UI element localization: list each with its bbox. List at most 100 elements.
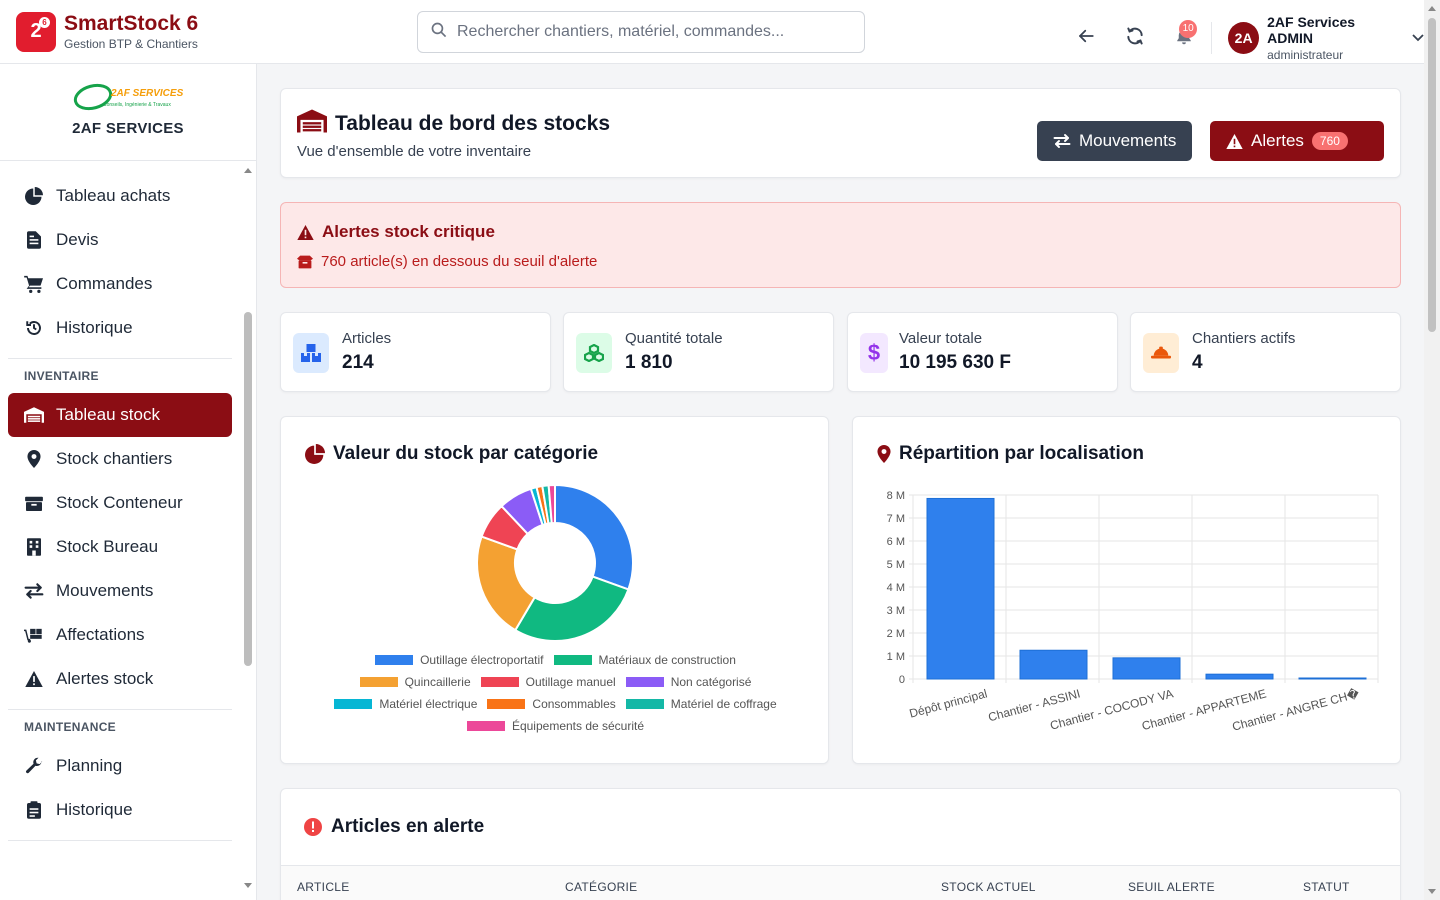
- scroll-up-arrow[interactable]: [1428, 6, 1436, 11]
- scroll-down-arrow[interactable]: [244, 883, 252, 888]
- sidebar-scrollbar[interactable]: [241, 164, 256, 900]
- cart-icon: [24, 274, 44, 294]
- page-scroll-thumb[interactable]: [1428, 18, 1436, 332]
- legend-swatch: [359, 677, 398, 687]
- scroll-up-arrow[interactable]: [244, 168, 252, 173]
- column-header-categorie[interactable]: CATÉGORIE: [565, 880, 638, 894]
- sidebar-item-label: Stock Conteneur: [56, 493, 183, 512]
- scroll-down-arrow[interactable]: [1428, 889, 1436, 894]
- bar[interactable]: [1205, 673, 1274, 680]
- brand[interactable]: 2 6 SmartStock 6 Gestion BTP & Chantiers: [0, 11, 400, 52]
- legend-label: Matériel électrique: [379, 697, 478, 711]
- sidebar-nav: Tableau achats Devis Commandes Historiqu…: [0, 161, 256, 841]
- back-button[interactable]: [1068, 20, 1103, 56]
- user-menu[interactable]: 2A 2AF Services ADMIN administrateur: [1228, 14, 1424, 62]
- sidebar-item-planning[interactable]: Planning: [8, 744, 232, 788]
- sidebar-scroll-thumb[interactable]: [244, 312, 252, 666]
- page-subtitle: Vue d'ensemble de votre inventaire: [297, 143, 532, 160]
- y-tick-label: 4 M: [887, 582, 905, 594]
- arrow-left-icon: [1076, 27, 1096, 50]
- x-tick-label: Dépôt principal: [908, 686, 989, 720]
- sidebar-item-historique-maintenance[interactable]: Historique: [8, 788, 232, 832]
- bar[interactable]: [926, 497, 995, 680]
- app-name: SmartStock 6: [64, 12, 199, 35]
- building-icon: [24, 537, 44, 557]
- sidebar-item-label: Tableau achats: [56, 186, 171, 205]
- notification-badge: 10: [1179, 20, 1198, 38]
- legend-row: Équipements de sécurité: [281, 715, 830, 737]
- app-logo-sup: 6: [39, 16, 50, 28]
- sidebar: 2AF SERVICES Conseils, Ingénierie & Trav…: [0, 64, 257, 900]
- alerts-button[interactable]: Alertes 760: [1210, 121, 1384, 161]
- category-value-chart: Valeur du stock par catégorie Outillage …: [280, 416, 829, 764]
- y-tick-label: 1 M: [887, 651, 905, 663]
- warning-icon: [1226, 133, 1243, 149]
- notifications-button[interactable]: 10: [1166, 20, 1201, 56]
- search-icon: [430, 21, 447, 43]
- sidebar-item-tableau-achats[interactable]: Tableau achats: [8, 174, 232, 218]
- bar[interactable]: [1019, 649, 1088, 680]
- sidebar-item-historique[interactable]: Historique: [8, 306, 232, 350]
- history-icon: [24, 318, 44, 338]
- sidebar-item-label: Stock Bureau: [56, 537, 159, 556]
- legend-item[interactable]: Quincaillerie: [359, 675, 471, 689]
- dolly-icon: [24, 625, 44, 645]
- legend-row: Outillage électroportatif Matériaux de co…: [281, 649, 830, 671]
- refresh-button[interactable]: [1117, 20, 1152, 56]
- user-role: administrateur: [1267, 48, 1344, 62]
- legend-label: Matériel de coffrage: [670, 697, 777, 711]
- legend-row: Matériel électrique Consommables Matériel …: [281, 693, 830, 715]
- sidebar-item-tableau-stock[interactable]: Tableau stock: [8, 393, 232, 437]
- app-logo-text: 2: [30, 20, 42, 42]
- column-header-seuil-alerte[interactable]: SEUIL ALERTE: [1128, 880, 1215, 894]
- sidebar-item-stock-chantiers[interactable]: Stock chantiers: [8, 437, 232, 481]
- legend-item[interactable]: Équipements de sécurité: [466, 719, 645, 733]
- sidebar-item-commandes[interactable]: Commandes: [8, 262, 232, 306]
- pie-chart-icon: [24, 186, 44, 206]
- stat-value: 1 810: [625, 352, 673, 373]
- alert-title: Alertes stock critique: [322, 222, 495, 241]
- sidebar-item-stock-bureau[interactable]: Stock Bureau: [8, 525, 232, 569]
- donut-slice[interactable]: [554, 483, 634, 591]
- chart-title: Valeur du stock par catégorie: [333, 443, 599, 464]
- search-box: [417, 11, 865, 53]
- y-tick-label: 5 M: [887, 559, 905, 571]
- search-input[interactable]: [457, 23, 847, 41]
- stat-label: Articles: [342, 330, 392, 347]
- legend-item[interactable]: Matériaux de construction: [553, 653, 736, 667]
- legend-item[interactable]: Outillage électroportatif: [375, 653, 544, 667]
- sidebar-item-devis[interactable]: Devis: [8, 218, 232, 262]
- donut-slice[interactable]: [547, 483, 556, 525]
- exchange-icon: [24, 581, 44, 601]
- donut-slice[interactable]: [513, 575, 630, 642]
- donut-legend: Outillage électroportatif Matériaux de co…: [281, 649, 830, 737]
- column-header-stock-actuel[interactable]: STOCK ACTUEL: [941, 880, 1036, 894]
- page-scrollbar[interactable]: [1424, 0, 1440, 900]
- column-header-statut[interactable]: STATUT: [1303, 880, 1350, 894]
- column-header-article[interactable]: ARTICLE: [297, 880, 350, 894]
- stat-card-articles: Articles 214: [280, 312, 551, 392]
- sidebar-item-affectations[interactable]: Affectations: [8, 613, 232, 657]
- legend-item[interactable]: Matériel de coffrage: [625, 697, 777, 711]
- wrench-icon: [24, 756, 44, 776]
- stat-card-valeur: $ Valeur totale 10 195 630 F: [847, 312, 1118, 392]
- bar[interactable]: [1298, 677, 1367, 680]
- legend-item[interactable]: Non catégorisé: [625, 675, 751, 689]
- alert-articles-table: Articles en alerte ARTICLE CATÉGORIE STO…: [280, 788, 1401, 900]
- legend-label: Consommables: [532, 697, 616, 711]
- legend-item[interactable]: Matériel électrique: [334, 697, 477, 711]
- legend-label: Équipements de sécurité: [511, 719, 645, 733]
- stat-value: 214: [342, 352, 374, 373]
- sidebar-item-stock-conteneur[interactable]: Stock Conteneur: [8, 481, 232, 525]
- stat-card-quantite: Quantité totale 1 810: [563, 312, 834, 392]
- legend-item[interactable]: Consommables: [487, 697, 616, 711]
- bar[interactable]: [1112, 657, 1181, 680]
- movements-button[interactable]: Mouvements: [1037, 121, 1193, 161]
- alerts-count-badge: 760: [1311, 132, 1348, 150]
- sidebar-item-alertes-stock[interactable]: Alertes stock: [8, 657, 232, 701]
- sidebar-section-maintenance: MAINTENANCE: [8, 709, 232, 744]
- hard-hat-icon: [1143, 333, 1179, 373]
- legend-item[interactable]: Outillage manuel: [480, 675, 616, 689]
- company-logo-text: 2AF SERVICES: [110, 88, 183, 99]
- sidebar-item-mouvements[interactable]: Mouvements: [8, 569, 232, 613]
